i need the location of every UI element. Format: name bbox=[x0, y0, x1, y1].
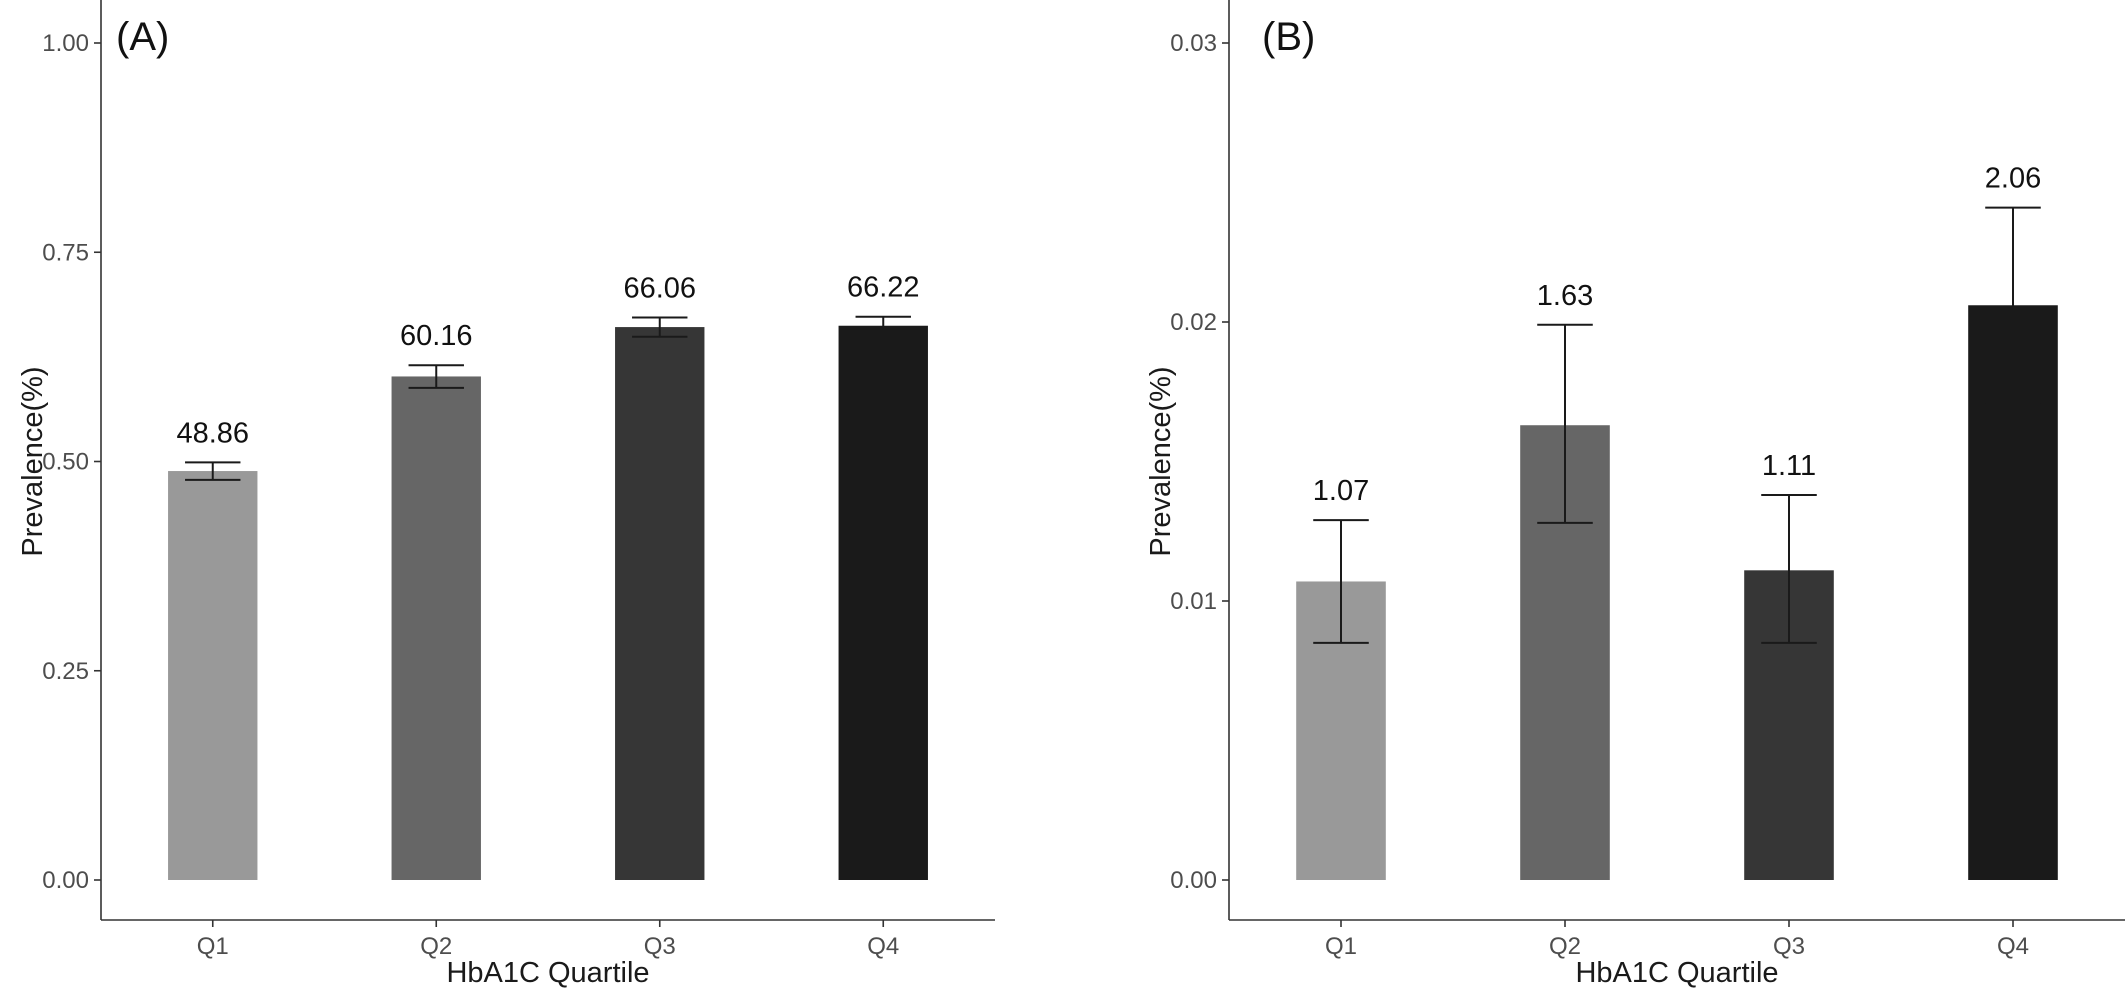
data-label: 1.07 bbox=[1313, 475, 1369, 507]
data-label: 48.86 bbox=[176, 417, 249, 449]
data-label: 1.11 bbox=[1762, 450, 1816, 482]
y-tick-label: 0.00 bbox=[42, 867, 89, 894]
y-tick-label: 0.50 bbox=[42, 449, 89, 476]
y-axis-title: Prevalence(%) bbox=[1145, 366, 1177, 556]
x-axis-title: HbA1C Quartile bbox=[446, 957, 649, 989]
y-tick-label: 0.03 bbox=[1170, 30, 1217, 57]
x-tick-label: Q1 bbox=[197, 933, 229, 960]
x-tick-label: Q3 bbox=[1773, 933, 1805, 960]
data-label: 2.06 bbox=[1985, 163, 2041, 195]
x-tick-label: Q1 bbox=[1325, 933, 1357, 960]
x-tick-label: Q4 bbox=[867, 933, 899, 960]
bar-q1 bbox=[168, 471, 258, 880]
bar-q4 bbox=[838, 325, 928, 880]
y-tick-label: 0.02 bbox=[1170, 309, 1217, 336]
panel-label: (B) bbox=[1262, 15, 1315, 59]
x-tick-label: Q2 bbox=[420, 933, 452, 960]
y-tick-label: 1.00 bbox=[42, 30, 89, 57]
data-label: 66.22 bbox=[847, 272, 920, 304]
panel-b: 0.00 0.01 0.02 0.03 1.07 Q1 1.63 Q2 1.11 Q3 2.06 Q4… bbox=[1145, 0, 2125, 989]
data-label: 66.06 bbox=[623, 273, 696, 305]
panel-label: (A) bbox=[116, 15, 169, 59]
y-tick-label: 0.25 bbox=[42, 658, 89, 685]
x-tick-label: Q3 bbox=[644, 933, 676, 960]
y-tick-label: 0.75 bbox=[42, 239, 89, 266]
panel-a: 0.00 0.25 0.50 0.75 1.00 48.86 Q1 60.16 Q2 66.06 Q… bbox=[17, 0, 995, 989]
bar-q2 bbox=[391, 376, 481, 880]
data-label: 1.63 bbox=[1537, 280, 1593, 312]
y-axis-title: Prevalence(%) bbox=[17, 366, 49, 556]
x-tick-label: Q2 bbox=[1549, 933, 1581, 960]
y-tick-label: 0.01 bbox=[1170, 588, 1217, 615]
x-axis-title: HbA1C Quartile bbox=[1575, 957, 1778, 989]
bar-q3 bbox=[615, 327, 705, 881]
data-label: 60.16 bbox=[400, 320, 473, 352]
x-tick-label: Q4 bbox=[1997, 933, 2029, 960]
y-tick-label: 0.00 bbox=[1170, 867, 1217, 894]
